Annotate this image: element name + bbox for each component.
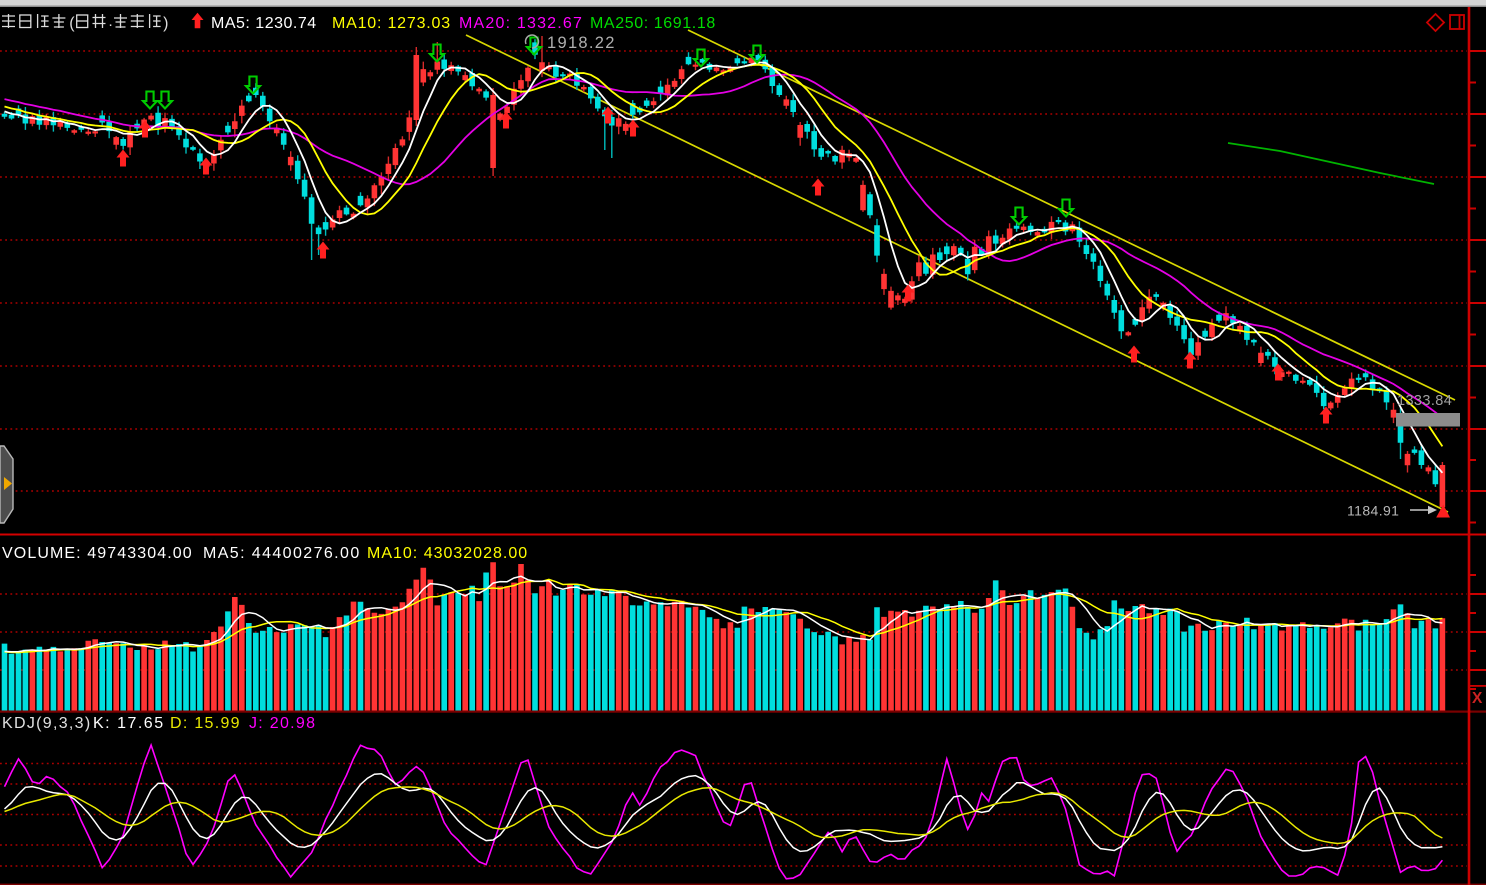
svg-text:1184.91: 1184.91	[1347, 503, 1399, 519]
svg-text:MA5: 1230.74: MA5: 1230.74	[211, 15, 317, 32]
svg-text:MA10: 1273.03: MA10: 1273.03	[332, 15, 451, 32]
svg-text:MA5: 44400276.00: MA5: 44400276.00	[203, 545, 361, 562]
svg-text:VOLUME: 49743304.00: VOLUME: 49743304.00	[2, 545, 193, 562]
svg-text:X: X	[1472, 690, 1483, 707]
svg-text:(: (	[69, 15, 75, 32]
svg-text:MA250: 1691.18: MA250: 1691.18	[590, 15, 716, 32]
svg-text:.: .	[109, 13, 113, 30]
svg-text:K: 17.65: K: 17.65	[93, 715, 165, 732]
svg-text:MA20: 1332.67: MA20: 1332.67	[459, 15, 583, 32]
svg-text:1333.84: 1333.84	[1397, 393, 1452, 409]
svg-text:): )	[163, 15, 168, 32]
svg-text:1918.22: 1918.22	[547, 34, 616, 52]
svg-text:KDJ(9,3,3): KDJ(9,3,3)	[2, 715, 91, 732]
svg-text:MA10: 43032028.00: MA10: 43032028.00	[367, 545, 528, 562]
svg-text:J: 20.98: J: 20.98	[249, 715, 316, 732]
svg-text:D: 15.99: D: 15.99	[170, 715, 241, 732]
